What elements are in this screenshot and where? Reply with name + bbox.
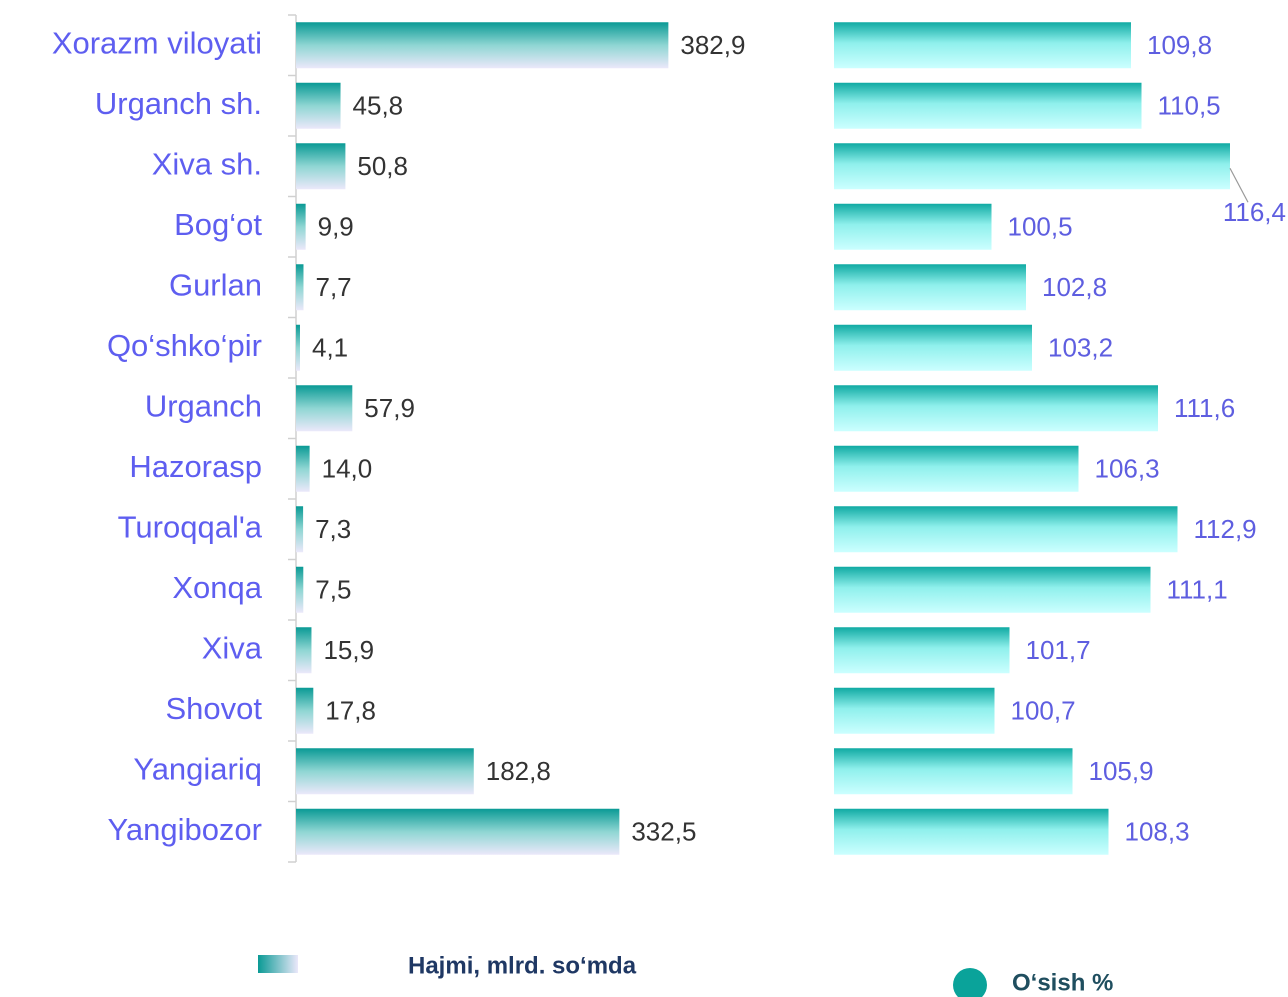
bar bbox=[296, 445, 310, 492]
value-label: 4,1 bbox=[312, 333, 348, 363]
value-label: 100,5 bbox=[1008, 212, 1073, 242]
leader-line bbox=[1229, 167, 1249, 203]
category-label: Xorazm viloyati bbox=[52, 25, 262, 60]
bar bbox=[834, 627, 1010, 674]
value-label: 7,7 bbox=[315, 272, 351, 302]
category-label: Gurlan bbox=[169, 267, 262, 302]
bar bbox=[834, 506, 1178, 553]
bar bbox=[296, 748, 474, 795]
bar bbox=[296, 808, 620, 855]
value-label: 106,3 bbox=[1095, 454, 1160, 484]
category-label: Qo‘shko‘pir bbox=[107, 328, 262, 363]
bar bbox=[296, 627, 312, 674]
value-label: 103,2 bbox=[1048, 333, 1113, 363]
category-label: Turoqqal'a bbox=[118, 509, 263, 544]
bar bbox=[296, 566, 304, 613]
value-label: 108,3 bbox=[1125, 817, 1190, 847]
value-label: 111,1 bbox=[1167, 575, 1228, 605]
value-label: 110,5 bbox=[1158, 91, 1221, 121]
bar bbox=[834, 687, 995, 734]
value-label: 15,9 bbox=[323, 635, 374, 665]
value-label: 105,9 bbox=[1089, 756, 1154, 786]
bar bbox=[296, 203, 306, 250]
value-label: 17,8 bbox=[325, 696, 376, 726]
bar bbox=[834, 203, 992, 250]
bar bbox=[296, 506, 304, 553]
value-label: 45,8 bbox=[353, 91, 404, 121]
value-label: 112,9 bbox=[1194, 514, 1257, 544]
value-label: 332,5 bbox=[631, 817, 696, 847]
value-label: 50,8 bbox=[357, 151, 408, 181]
value-label: 109,8 bbox=[1147, 30, 1212, 60]
bar bbox=[834, 445, 1079, 492]
value-label: 182,8 bbox=[486, 756, 551, 786]
category-label: Urganch sh. bbox=[95, 86, 262, 121]
bar bbox=[834, 143, 1230, 190]
value-label: 111,6 bbox=[1174, 393, 1235, 423]
bar bbox=[296, 22, 669, 69]
bar bbox=[834, 324, 1032, 371]
bar bbox=[834, 808, 1109, 855]
bar bbox=[296, 143, 346, 190]
legend-swatch bbox=[953, 968, 987, 997]
bar bbox=[296, 82, 341, 129]
category-label: Hazorasp bbox=[129, 449, 262, 484]
bar bbox=[834, 566, 1151, 613]
legend-label: Hajmi, mlrd. so‘mda bbox=[408, 952, 637, 979]
value-label: 9,9 bbox=[318, 212, 354, 242]
bar bbox=[834, 22, 1131, 69]
category-label: Xiva sh. bbox=[152, 146, 262, 181]
bar bbox=[296, 264, 304, 311]
bar bbox=[834, 264, 1026, 311]
bar bbox=[834, 748, 1073, 795]
bar bbox=[296, 385, 353, 432]
category-label: Yangiariq bbox=[133, 751, 262, 786]
bar bbox=[834, 385, 1158, 432]
category-label: Xiva bbox=[202, 630, 263, 665]
bar bbox=[296, 687, 314, 734]
category-label: Xonqa bbox=[172, 570, 262, 605]
value-label: 101,7 bbox=[1026, 635, 1091, 665]
legend-label: O‘sish % bbox=[1012, 969, 1113, 996]
value-label: 100,7 bbox=[1011, 696, 1076, 726]
value-label: 7,5 bbox=[315, 575, 351, 605]
value-label: 102,8 bbox=[1042, 272, 1107, 302]
category-label: Yangibozor bbox=[107, 812, 262, 847]
value-label: 382,9 bbox=[680, 30, 745, 60]
bar bbox=[834, 82, 1142, 129]
value-label: 14,0 bbox=[322, 454, 373, 484]
bar bbox=[296, 324, 300, 371]
legend-swatch bbox=[258, 955, 298, 973]
category-label: Urganch bbox=[145, 388, 262, 423]
value-label: 57,9 bbox=[364, 393, 415, 423]
value-label: 116,4 bbox=[1223, 197, 1286, 227]
value-label: 7,3 bbox=[315, 514, 351, 544]
category-label: Bog‘ot bbox=[174, 207, 262, 242]
category-label: Shovot bbox=[165, 691, 262, 726]
